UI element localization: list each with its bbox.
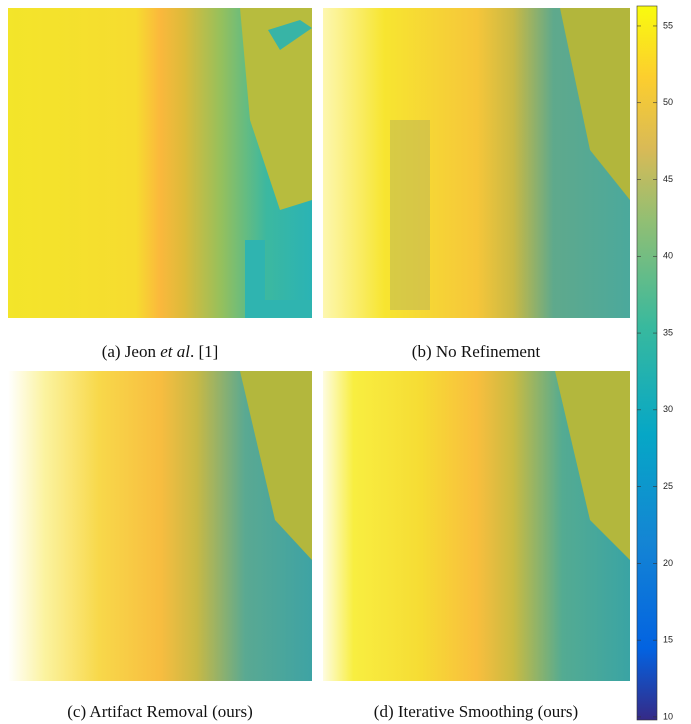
caption-part: (c) Artifact Removal (ours) xyxy=(67,702,253,721)
caption: (d) Iterative Smoothing (ours) xyxy=(374,702,578,721)
tick-label: 45 xyxy=(663,174,673,184)
caption-part: (b) No Refinement xyxy=(412,342,541,361)
tick-label: 10 xyxy=(663,711,673,721)
caption: (b) No Refinement xyxy=(412,342,541,361)
panel-image xyxy=(8,8,312,318)
panel-image xyxy=(323,8,630,318)
caption-part: (d) Iterative Smoothing (ours) xyxy=(374,702,578,721)
panel-image xyxy=(323,371,630,681)
colorbar xyxy=(636,5,658,721)
caption-part: . [1] xyxy=(190,342,218,361)
caption-part: (a) Jeon xyxy=(102,342,161,361)
tick-label: 15 xyxy=(663,635,673,645)
tick-label: 25 xyxy=(663,481,673,491)
caption: (a) Jeon et al. [1] xyxy=(102,342,219,361)
tick-label: 30 xyxy=(663,404,673,414)
tick-label: 20 xyxy=(663,558,673,568)
tick-label: 55 xyxy=(663,20,673,30)
tick-label: 35 xyxy=(663,327,673,337)
caption: (c) Artifact Removal (ours) xyxy=(67,702,253,721)
caption-part: et al xyxy=(160,342,190,361)
tick-label: 50 xyxy=(663,97,673,107)
panel-image xyxy=(8,371,312,681)
tick-label: 40 xyxy=(663,251,673,261)
